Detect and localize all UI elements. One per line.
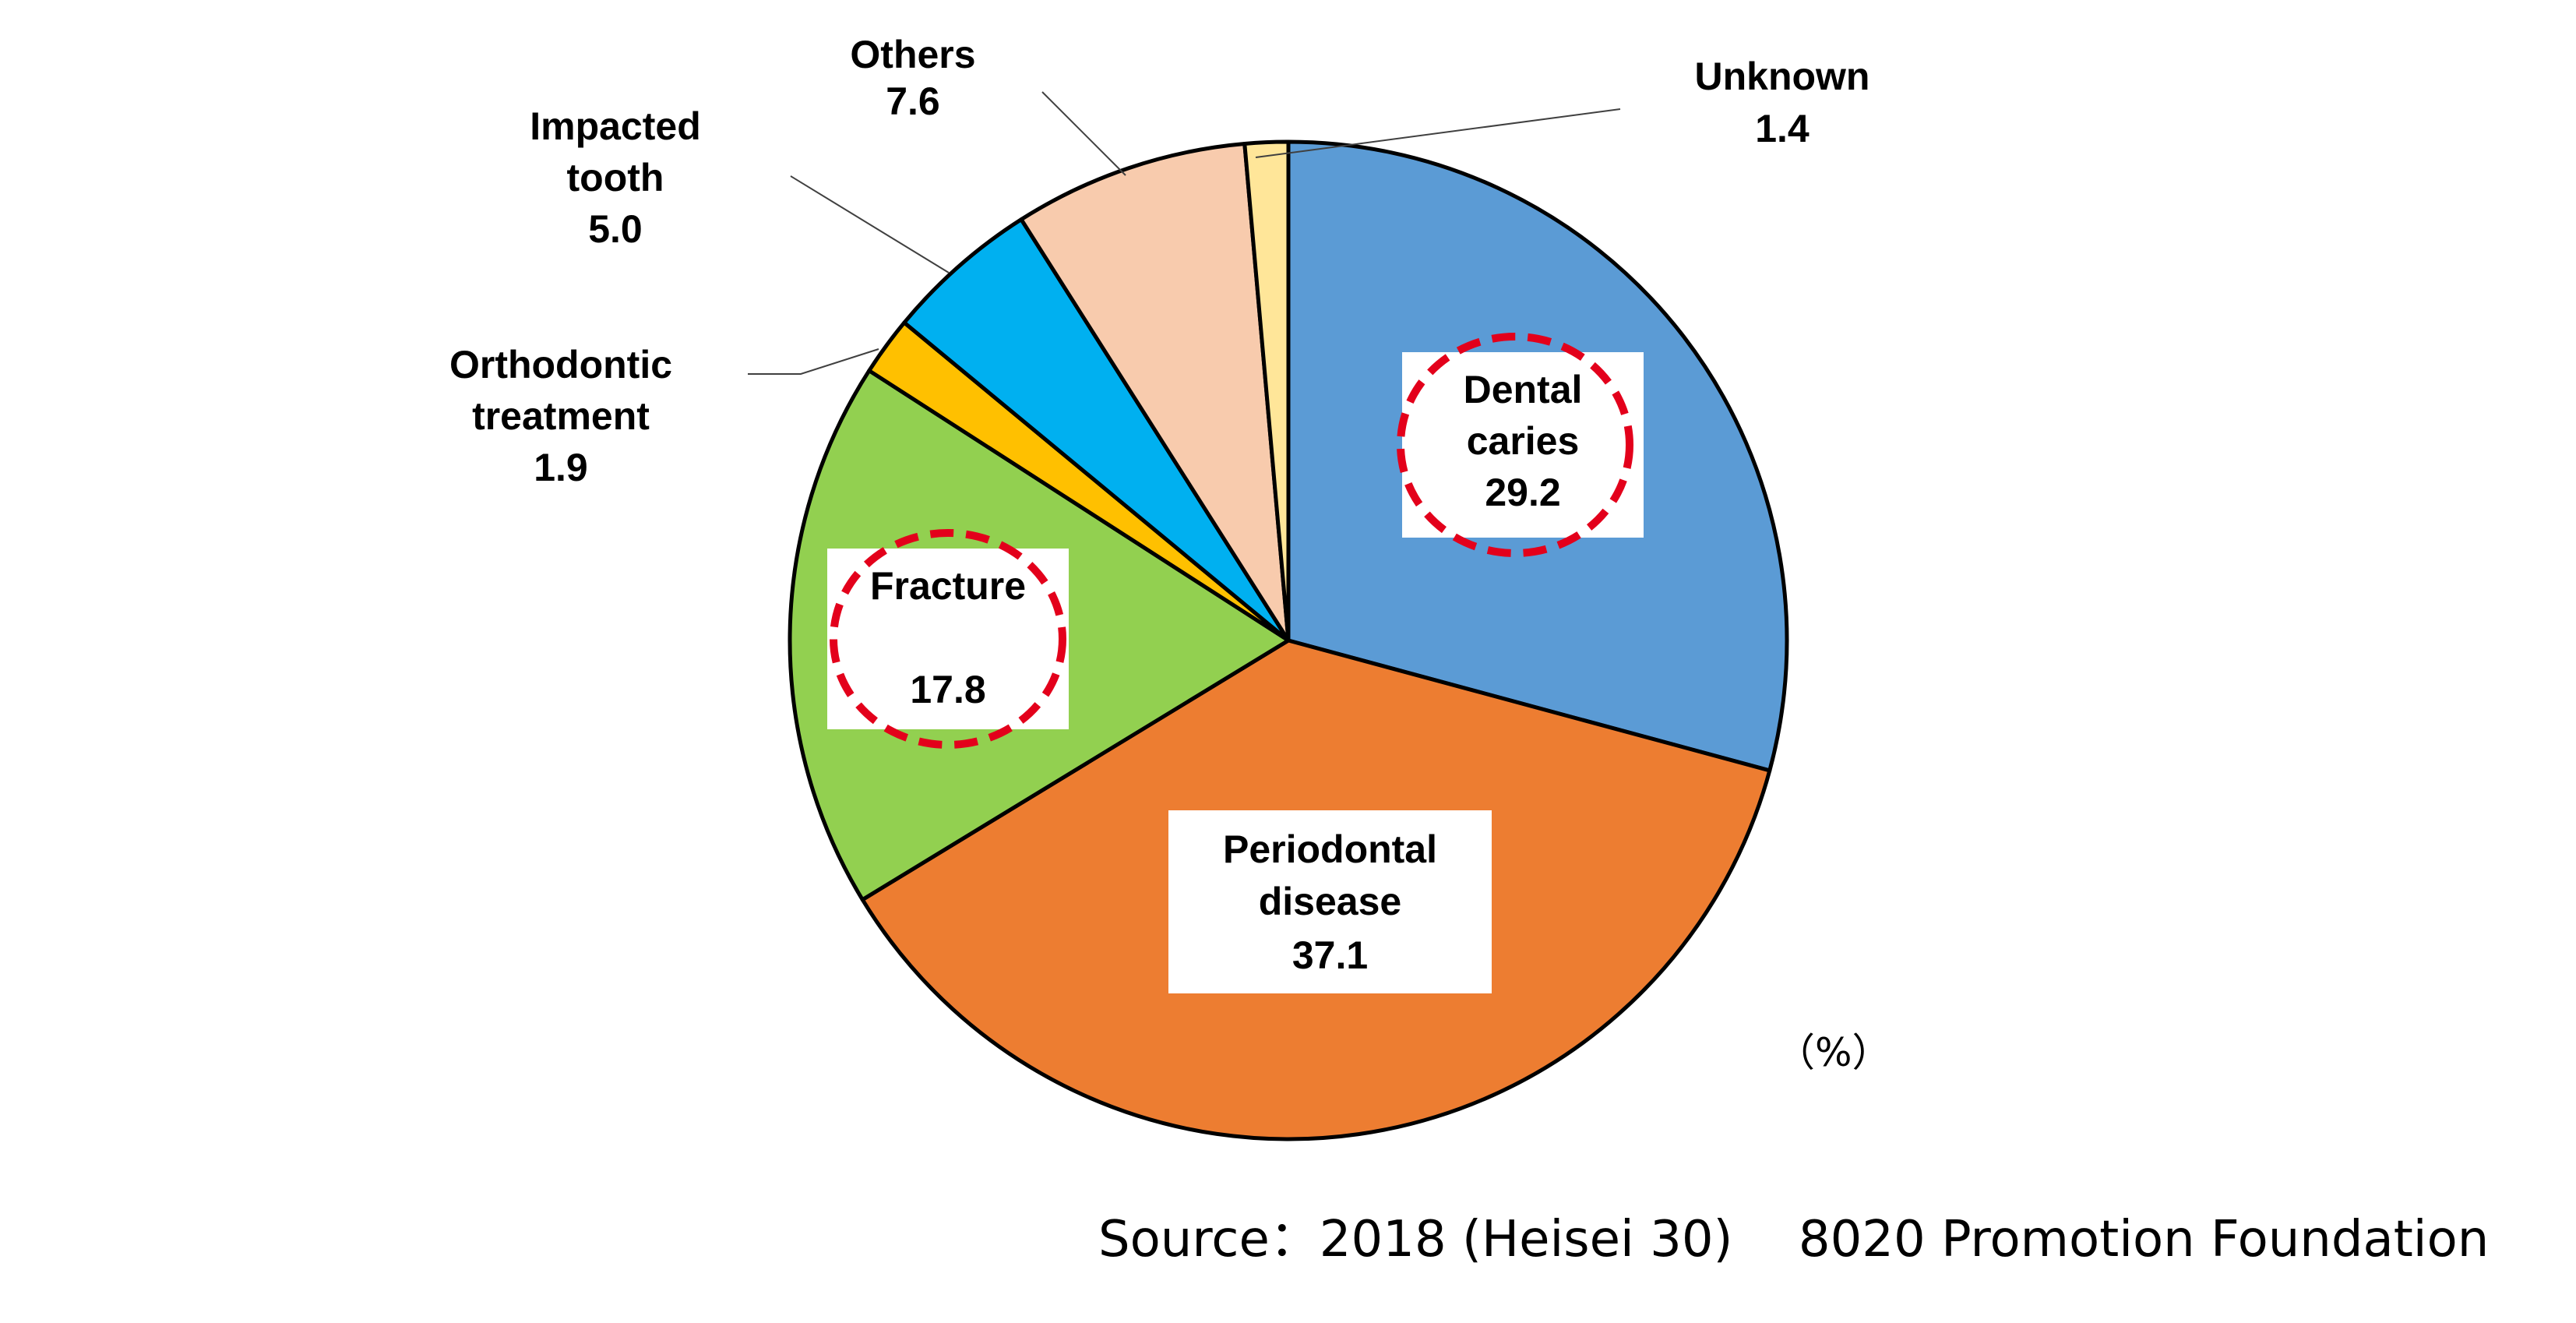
value-label-dental-caries: 29.2: [1485, 471, 1560, 514]
label-periodontal-disease: disease: [1259, 880, 1401, 923]
value-label-orthodontic-treatment: 1.9: [534, 446, 588, 489]
label-box-fracture: [827, 549, 1069, 729]
slice-unknown: [1242, 139, 1291, 643]
label-orthodontic-treatment: treatment: [472, 394, 650, 438]
label-unknown: Unknown: [1695, 55, 1870, 98]
leader-line-impacted-tooth: [790, 175, 950, 273]
value-label-fracture: 17.8: [910, 668, 985, 711]
label-others: Others: [850, 33, 975, 76]
label-orthodontic-treatment: Orthodontic: [449, 343, 672, 386]
highlight-circle-dental-caries: [1397, 333, 1633, 557]
highlight-circle-fracture: [830, 529, 1066, 749]
leader-line-orthodontic-treatment: [748, 348, 879, 375]
value-label-unknown: 1.4: [1755, 107, 1810, 150]
leader-lines: [748, 91, 1621, 375]
label-dental-caries: caries: [1467, 419, 1580, 463]
label-fracture: Fracture: [870, 564, 1026, 608]
source-note: Source：2018 (Heisei 30) 8020 Promotion F…: [1098, 1211, 2489, 1268]
value-label-impacted-tooth: 5.0: [588, 207, 643, 251]
label-impacted-tooth: tooth: [567, 156, 664, 199]
label-periodontal-disease: Periodontal: [1223, 827, 1437, 871]
value-label-periodontal-disease: 37.1: [1292, 933, 1368, 977]
label-impacted-tooth: Impacted: [530, 104, 701, 148]
slice-impacted-tooth: [902, 217, 1291, 643]
label-box-periodontal-disease: [1168, 810, 1492, 993]
value-label-others: 7.6: [886, 79, 940, 123]
label-dental-caries: Dental: [1464, 368, 1583, 411]
slice-labels: Dental caries 29.2 Periodontal disease 37.1 Fr…: [449, 33, 1870, 993]
leader-line-others: [1041, 91, 1126, 176]
leader-line-unknown: [1255, 108, 1621, 158]
label-box-dental-caries: [1402, 352, 1644, 538]
unit-label: （%）: [1776, 1030, 1891, 1075]
slice-others: [1019, 141, 1291, 643]
